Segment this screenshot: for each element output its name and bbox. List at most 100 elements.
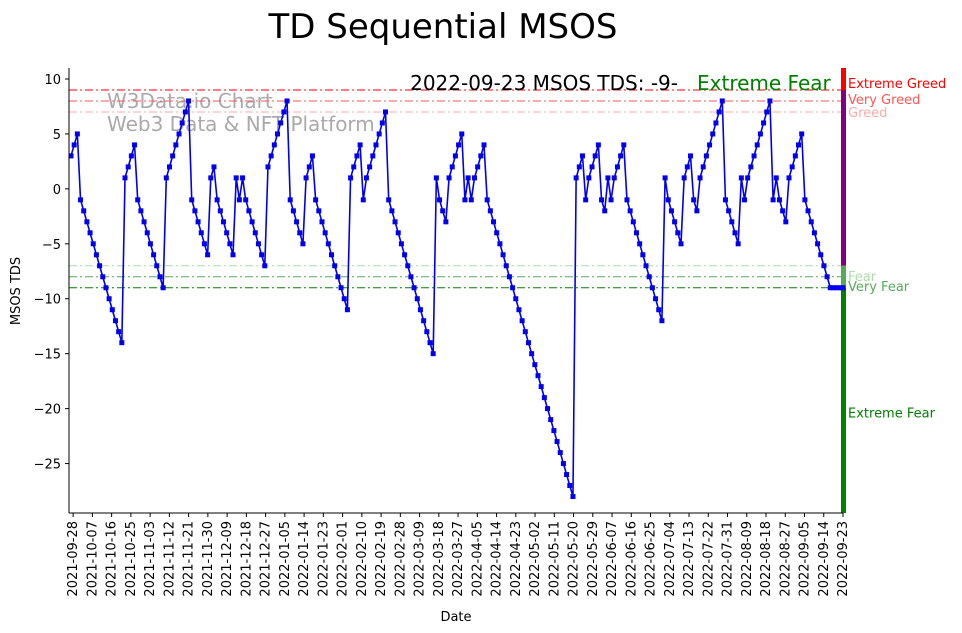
level-label-greed: Greed — [848, 106, 887, 121]
data-point — [802, 197, 808, 203]
data-point — [653, 296, 659, 302]
data-point — [351, 164, 357, 170]
data-point — [332, 263, 338, 269]
data-point — [335, 274, 341, 280]
data-point — [294, 219, 300, 225]
data-point — [376, 131, 382, 137]
data-point — [170, 153, 176, 159]
data-point — [195, 219, 201, 225]
x-tick-label: 2022-02-10 — [355, 521, 370, 597]
y-axis-label: MSOS TDS — [9, 257, 24, 325]
data-point — [236, 197, 242, 203]
data-point — [602, 208, 608, 214]
data-point — [487, 208, 493, 214]
data-point — [205, 252, 211, 258]
x-tick-label: 2022-03-27 — [451, 521, 466, 597]
data-point — [462, 197, 468, 203]
data-point — [624, 197, 630, 203]
x-tick-label: 2022-05-02 — [528, 521, 543, 597]
data-point — [576, 164, 582, 170]
x-tick-label: 2022-04-14 — [490, 521, 505, 597]
data-point — [211, 164, 217, 170]
data-point — [93, 252, 99, 258]
data-point — [697, 175, 703, 181]
x-tick-label: 2022-02-28 — [393, 521, 408, 597]
data-point — [103, 285, 109, 291]
data-point — [764, 109, 770, 115]
data-point — [545, 406, 551, 412]
data-point — [548, 417, 554, 423]
data-point — [443, 219, 449, 225]
data-point — [186, 98, 192, 104]
data-point — [182, 109, 188, 115]
data-point — [125, 164, 131, 170]
x-tick-label: 2022-04-23 — [509, 521, 524, 597]
level-lines — [69, 89, 843, 289]
y-tick-label: −15 — [34, 348, 61, 363]
data-point — [805, 208, 811, 214]
series-group — [68, 98, 846, 500]
data-point — [173, 142, 179, 148]
data-point — [538, 384, 544, 390]
y-tick-label: −20 — [34, 403, 61, 418]
data-point — [452, 153, 458, 159]
data-point — [71, 142, 77, 148]
axes — [68, 68, 843, 514]
data-point — [313, 197, 319, 203]
data-point — [688, 153, 694, 159]
data-point — [227, 241, 233, 247]
data-point — [716, 109, 722, 115]
data-point — [379, 120, 385, 126]
data-point — [729, 219, 735, 225]
data-point — [732, 230, 738, 236]
data-point — [459, 131, 465, 137]
data-point — [363, 175, 369, 181]
data-point — [300, 241, 306, 247]
data-point — [208, 175, 214, 181]
watermark: W3Data.io Chart Web3 Data & NFT Platform — [107, 89, 375, 136]
data-point — [179, 120, 185, 126]
data-point — [513, 296, 519, 302]
data-point — [160, 285, 166, 291]
data-point — [189, 197, 195, 203]
data-point — [357, 142, 363, 148]
data-point — [707, 142, 713, 148]
x-tick-label: 2022-09-05 — [798, 521, 813, 597]
data-point — [97, 263, 103, 269]
data-point — [478, 153, 484, 159]
data-point — [808, 219, 814, 225]
annotation-status: Extreme Fear — [697, 71, 832, 95]
data-point — [128, 153, 134, 159]
x-tick-label: 2021-11-21 — [182, 521, 197, 597]
data-point — [430, 351, 436, 357]
data-point — [713, 120, 719, 126]
data-point — [106, 296, 112, 302]
data-point — [411, 285, 417, 291]
data-point — [500, 252, 506, 258]
data-point — [630, 219, 636, 225]
data-point — [217, 208, 223, 214]
level-label-fear: Fear — [848, 270, 877, 285]
level-label-extreme-fear: Extreme Fear — [848, 407, 936, 422]
data-point — [421, 318, 427, 324]
data-point — [287, 197, 293, 203]
data-point — [389, 208, 395, 214]
data-point — [220, 219, 226, 225]
data-point — [659, 318, 665, 324]
data-point — [722, 197, 728, 203]
data-point — [265, 164, 271, 170]
x-tick-label: 2022-08-09 — [740, 521, 755, 597]
annotation-text: 2022-09-23 MSOS TDS: -9- — [410, 71, 678, 95]
data-point — [824, 274, 830, 280]
data-point — [554, 439, 560, 445]
zone-bar-segment — [841, 287, 846, 513]
x-tick-label: 2022-03-09 — [413, 521, 428, 597]
data-point — [297, 230, 303, 236]
data-point — [551, 428, 557, 434]
chart-title: TD Sequential MSOS — [268, 7, 618, 47]
data-point — [484, 197, 490, 203]
data-point — [201, 241, 207, 247]
data-point — [605, 175, 611, 181]
data-point — [468, 197, 474, 203]
data-point — [541, 395, 547, 401]
